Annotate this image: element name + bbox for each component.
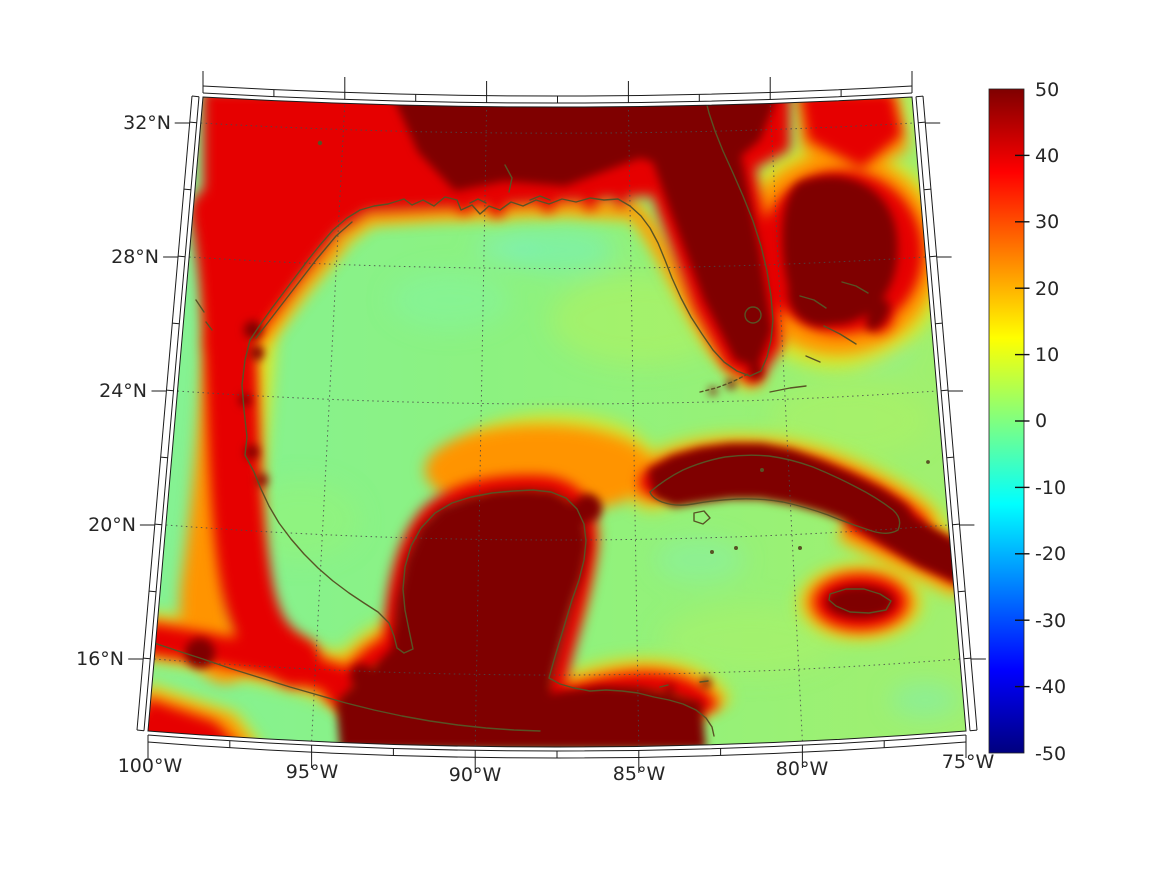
colorbar-tick-label: -30 xyxy=(1035,610,1066,632)
colorbar-tick-label: 30 xyxy=(1035,211,1059,233)
lon-tick-label-100w: 100°W xyxy=(118,755,183,777)
colorbar-tick-label: -20 xyxy=(1035,543,1066,565)
lon-tick-label-90w: 90°W xyxy=(449,764,502,786)
map-border xyxy=(147,96,967,748)
lon-axis-labels: 100°W 95°W 90°W 85°W 80°W 75°W xyxy=(118,751,995,786)
graticule xyxy=(154,103,960,747)
lat-tick-label-24n: 24°N xyxy=(99,380,147,402)
colorbar-ticks xyxy=(1015,154,1030,688)
lat-axis-labels: 32°N 28°N 24°N 20°N 16°N xyxy=(76,112,171,670)
colorbar-tick-labels: 50 40 30 20 10 0 -10 -20 -30 -40 -50 xyxy=(1035,79,1066,765)
map-frame xyxy=(128,71,986,773)
colorbar-tick-label: -10 xyxy=(1035,477,1066,499)
colorbar-tick-label: -50 xyxy=(1035,743,1066,765)
lon-tick-label-80w: 80°W xyxy=(776,758,829,780)
colorbar-tick-label: 10 xyxy=(1035,344,1059,366)
colorbar-tick-label: -40 xyxy=(1035,676,1066,698)
colorbar-tick-label: 40 xyxy=(1035,145,1059,167)
coastlines xyxy=(148,97,948,737)
colorbar: 50 40 30 20 10 0 -10 -20 -30 -40 -50 xyxy=(988,79,1066,765)
colorbar-tick-label: 20 xyxy=(1035,278,1059,300)
lon-tick-label-95w: 95°W xyxy=(286,761,339,783)
colorbar-tick-label: 0 xyxy=(1035,410,1047,432)
heatmap-layer xyxy=(148,97,966,747)
colorbar-tick-label: 50 xyxy=(1035,79,1059,101)
lat-tick-label-20n: 20°N xyxy=(88,514,136,536)
lon-tick-label-75w: 75°W xyxy=(942,751,995,773)
lat-tick-label-28n: 28°N xyxy=(111,246,159,268)
heat-core-maroon xyxy=(185,97,966,747)
lat-tick-label-16n: 16°N xyxy=(76,648,124,670)
lat-tick-label-32n: 32°N xyxy=(123,112,171,134)
lon-tick-label-85w: 85°W xyxy=(613,763,666,785)
